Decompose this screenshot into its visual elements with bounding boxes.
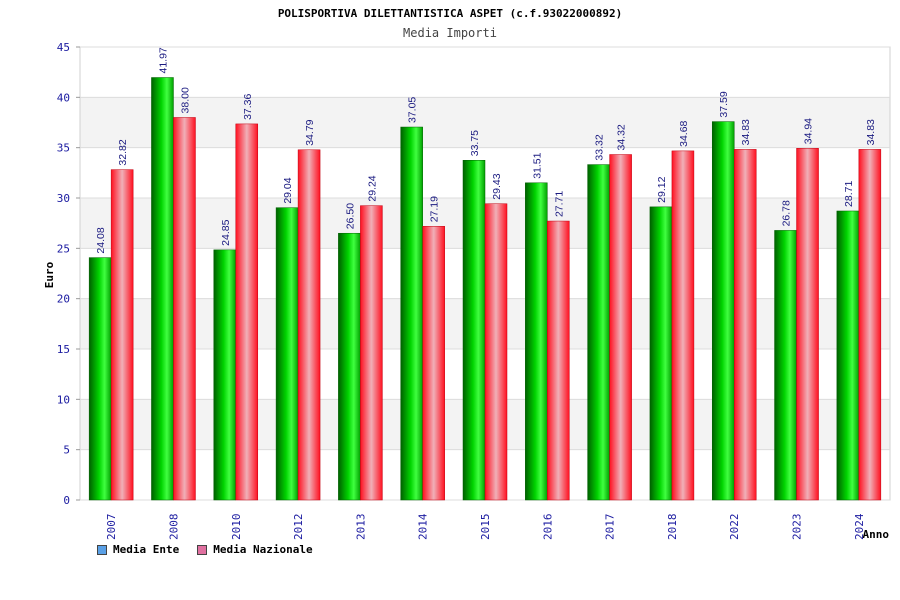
bar-media-nazionale-2010 (235, 123, 259, 501)
x-tick-label-2012: 2012 (292, 514, 305, 541)
value-label-media-ente-2018: 29.12 (656, 176, 668, 202)
value-label-media-nazionale-2023: 34.94 (803, 118, 815, 144)
y-tick-label: 10 (57, 393, 70, 406)
y-tick-label: 45 (57, 41, 70, 54)
value-label-media-nazionale-2014: 27.19 (429, 196, 441, 222)
x-tick-label-2014: 2014 (417, 513, 430, 540)
x-tick-label-2018: 2018 (666, 514, 679, 541)
bar-media-ente-2022 (711, 121, 735, 501)
bar-media-nazionale-2008 (173, 117, 196, 501)
bar-media-nazionale-2015 (484, 203, 508, 501)
bar-media-nazionale-2024 (858, 149, 882, 501)
value-label-media-nazionale-2008: 38.00 (179, 87, 191, 113)
y-axis-label: Euro (43, 261, 56, 288)
value-label-media-nazionale-2017: 34.32 (616, 124, 628, 150)
value-label-media-nazionale-2010: 37.36 (242, 93, 254, 119)
x-tick-label-2008: 2008 (167, 514, 180, 541)
chart-title: POLISPORTIVA DILETTANTISTICA ASPET (c.f.… (278, 7, 622, 20)
y-tick-label: 25 (57, 242, 70, 255)
bar-media-ente-2012 (275, 207, 299, 501)
bar-media-ente-2023 (774, 230, 797, 501)
x-tick-label-2017: 2017 (604, 514, 617, 541)
value-label-media-ente-2014: 37.05 (407, 97, 419, 123)
bar-media-nazionale-2016 (547, 220, 570, 501)
bar-media-nazionale-2014 (422, 226, 445, 501)
bar-media-ente-2014 (400, 126, 423, 501)
bar-media-ente-2018 (649, 206, 673, 501)
y-tick-label: 40 (57, 91, 70, 104)
value-label-media-ente-2013: 26.50 (344, 203, 356, 229)
x-axis-label: Anno (863, 528, 890, 541)
x-tick-label-2015: 2015 (479, 514, 492, 541)
value-label-media-ente-2023: 26.78 (781, 200, 793, 226)
x-tick-label-2013: 2013 (354, 514, 367, 541)
x-tick-label-2007: 2007 (105, 514, 118, 541)
value-label-media-nazionale-2018: 34.68 (678, 120, 690, 146)
y-tick-label: 0 (63, 494, 70, 507)
chart-subtitle: Media Importi (403, 26, 497, 40)
y-tick-label: 5 (63, 444, 70, 457)
bar-media-nazionale-2012 (297, 149, 321, 501)
legend-label-media-ente: Media Ente (113, 543, 180, 556)
bars-group (88, 77, 882, 501)
y-tick-label: 35 (57, 142, 70, 155)
bar-media-ente-2010 (213, 249, 237, 501)
value-label-media-nazionale-2016: 27.71 (553, 191, 565, 217)
bar-media-ente-2013 (338, 232, 361, 501)
bar-media-nazionale-2007 (110, 169, 134, 501)
x-axis-ticks: 2007 2008 2010 2012 2013 2014 2015 2016 2017 2018… (105, 513, 866, 540)
value-label-media-ente-2015: 33.75 (469, 130, 481, 156)
value-label-media-ente-2024: 28.71 (843, 181, 855, 207)
value-label-media-nazionale-2012: 34.79 (304, 119, 316, 145)
value-label-media-ente-2008: 41.97 (157, 47, 169, 73)
bar-media-ente-2016 (525, 182, 548, 501)
value-label-media-ente-2012: 29.04 (282, 177, 294, 203)
plot-band (80, 47, 890, 98)
value-label-media-ente-2022: 37.59 (718, 91, 730, 117)
bar-media-ente-2007 (88, 257, 112, 501)
x-tick-label-2010: 2010 (230, 514, 243, 541)
x-tick-label-2022: 2022 (728, 514, 741, 541)
legend-item-media-nazionale: Media Nazionale (197, 543, 313, 556)
y-tick-label: 15 (57, 343, 70, 356)
value-label-media-nazionale-2015: 29.43 (491, 173, 503, 199)
value-label-media-nazionale-2024: 34.83 (865, 119, 877, 145)
value-label-media-nazionale-2022: 34.83 (740, 119, 752, 145)
legend-label-media-nazionale: Media Nazionale (213, 543, 313, 556)
bar-media-nazionale-2022 (733, 149, 757, 501)
bar-media-nazionale-2017 (609, 154, 632, 501)
value-label-media-ente-2016: 31.51 (531, 152, 543, 178)
bar-media-ente-2017 (587, 164, 610, 501)
legend: Media Ente Media Nazionale (97, 543, 313, 556)
y-axis-ticks: 0 5 10 15 20 25 30 35 40 45 (57, 41, 80, 507)
legend-swatch-media-ente (97, 544, 107, 555)
plot-band (80, 97, 890, 148)
value-label-media-nazionale-2007: 32.82 (117, 139, 129, 165)
value-label-media-ente-2017: 33.32 (594, 134, 606, 160)
value-label-media-nazionale-2013: 29.24 (366, 175, 378, 201)
value-label-media-ente-2007: 24.08 (95, 227, 107, 253)
value-labels-group: 24.08 32.82 41.97 38.00 24.85 37.36 29.04 34.79… (95, 47, 877, 254)
value-label-media-ente-2010: 24.85 (220, 219, 232, 245)
x-tick-label-2016: 2016 (541, 514, 554, 541)
bar-media-ente-2008 (151, 77, 174, 501)
y-tick-label: 20 (57, 293, 70, 306)
y-tick-label: 30 (57, 192, 70, 205)
x-tick-label-2024: 2024 (853, 513, 866, 540)
bar-media-nazionale-2013 (360, 205, 383, 501)
bar-media-ente-2015 (462, 160, 486, 501)
bar-media-nazionale-2018 (671, 150, 695, 501)
x-tick-label-2023: 2023 (791, 514, 804, 541)
legend-item-media-ente: Media Ente (97, 543, 179, 556)
bar-media-ente-2024 (836, 210, 860, 501)
legend-swatch-media-nazionale (197, 544, 208, 555)
bar-media-nazionale-2023 (796, 148, 819, 501)
